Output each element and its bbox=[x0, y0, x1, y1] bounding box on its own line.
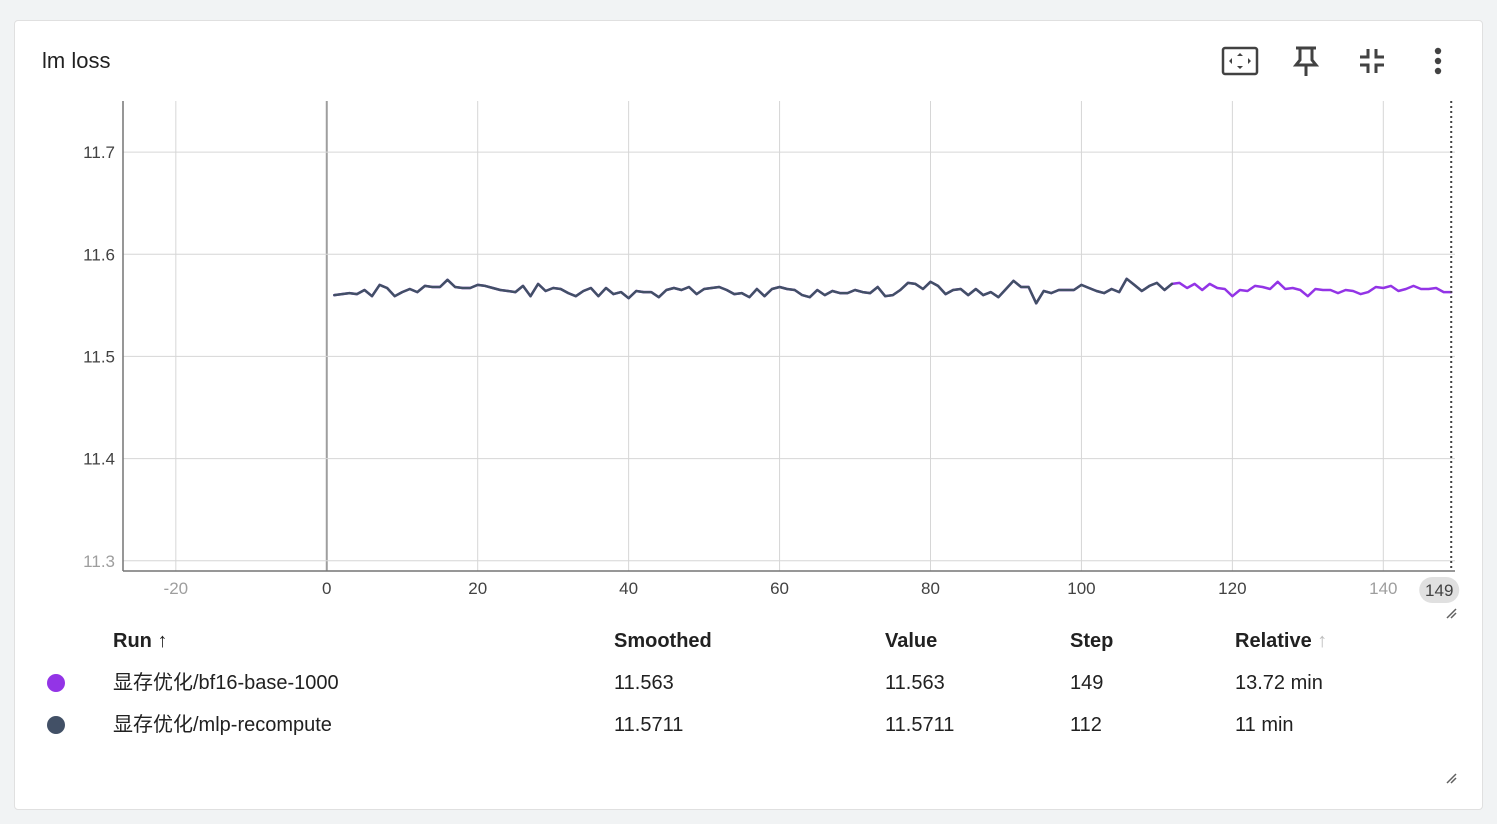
fit-to-domain-button[interactable] bbox=[1214, 43, 1266, 79]
legend-row: 显存优化/bf16-base-1000 11.563 11.563 149 13… bbox=[15, 663, 1484, 703]
legend-header-row: Run ↑ Smoothed Value Step Relative ↑ bbox=[15, 621, 1484, 661]
run-color-dot bbox=[47, 716, 65, 734]
step: 149 bbox=[1070, 672, 1104, 694]
more-vert-icon bbox=[1434, 47, 1442, 75]
run-name: 显存优化/bf16-base-1000 bbox=[113, 672, 339, 694]
smoothed-value: 11.563 bbox=[614, 672, 674, 694]
x-tick-label: 120 bbox=[1218, 579, 1246, 598]
chart-series bbox=[333, 277, 1453, 305]
line-chart[interactable]: -20 0 20 40 60 80 100 120 140 11.3 11.4 11.5 11.6 11.… bbox=[15, 21, 1484, 621]
value-header[interactable]: Value bbox=[885, 630, 938, 652]
x-tick-label: -20 bbox=[164, 579, 189, 598]
x-tick-label: 140 bbox=[1369, 579, 1397, 598]
y-tick-label: 11.3 bbox=[83, 552, 115, 571]
collapse-icon bbox=[1360, 49, 1384, 73]
smoothed-value: 11.5711 bbox=[614, 714, 684, 736]
legend-row: 显存优化/mlp-recompute 11.5711 11.5711 112 1… bbox=[15, 705, 1484, 745]
pin-icon bbox=[1292, 46, 1320, 76]
hover-step-label: 149 bbox=[1425, 581, 1453, 600]
chart-card: lm loss -20 0 20 40 60 80 1 bbox=[14, 20, 1483, 810]
relative-time: 11 min bbox=[1235, 714, 1294, 736]
x-tick-label: 0 bbox=[322, 579, 331, 598]
chart-title: lm loss bbox=[42, 48, 111, 73]
y-tick-label: 11.6 bbox=[83, 245, 115, 264]
y-tick-label: 11.5 bbox=[83, 347, 115, 366]
hover-step-badge bbox=[1419, 577, 1460, 603]
run-header[interactable]: Run ↑ bbox=[113, 630, 168, 652]
x-tick-label: 20 bbox=[468, 579, 487, 598]
relative-time: 13.72 min bbox=[1235, 672, 1323, 694]
run-name: 显存优化/mlp-recompute bbox=[113, 714, 332, 736]
y-tick-label: 11.4 bbox=[83, 450, 115, 469]
pin-button[interactable] bbox=[1280, 43, 1332, 79]
hover-indicator: 149 bbox=[1419, 101, 1460, 603]
sort-hint-icon: ↑ bbox=[1317, 630, 1328, 652]
value: 11.5711 bbox=[885, 714, 955, 736]
y-tick-label: 11.7 bbox=[83, 143, 115, 162]
x-tick-label: 100 bbox=[1067, 579, 1095, 598]
fit-to-domain-icon bbox=[1221, 46, 1259, 76]
card-resize-icon[interactable] bbox=[1445, 772, 1457, 784]
chart-axes: -20 0 20 40 60 80 100 120 140 11.3 11.4 11.5 11.6 11.… bbox=[83, 101, 1455, 598]
chart-resize-icon[interactable] bbox=[1445, 607, 1457, 619]
more-options-button[interactable] bbox=[1412, 43, 1464, 79]
run-color-dot bbox=[47, 674, 65, 692]
series-line-mlp-recompute bbox=[333, 277, 1174, 305]
x-tick-label: 40 bbox=[619, 579, 638, 598]
step-header[interactable]: Step bbox=[1070, 630, 1114, 652]
x-tick-label: 80 bbox=[921, 579, 940, 598]
relative-header[interactable]: Relative ↑ bbox=[1235, 630, 1328, 652]
step: 112 bbox=[1070, 714, 1102, 736]
sort-ascending-icon: ↑ bbox=[157, 630, 168, 652]
value: 11.563 bbox=[885, 672, 945, 694]
chart-grid bbox=[123, 101, 1455, 571]
collapse-button[interactable] bbox=[1346, 43, 1398, 79]
smoothed-header[interactable]: Smoothed bbox=[614, 630, 712, 652]
card-toolbar bbox=[1214, 43, 1464, 79]
x-tick-label: 60 bbox=[770, 579, 789, 598]
